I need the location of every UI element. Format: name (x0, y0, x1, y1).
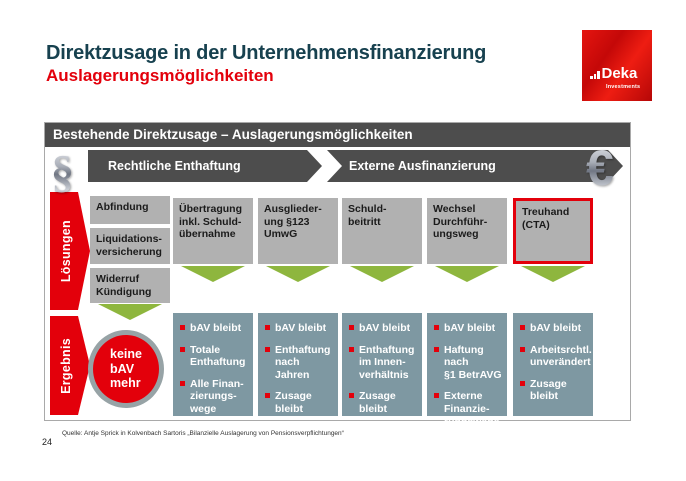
result-item: bAV bleibt (180, 322, 249, 335)
deka-bars-icon (590, 71, 600, 79)
down-arrow-icon (266, 266, 330, 282)
result-box-ausgliederung: bAV bleibt Enthaftung nach Jahren Zusage… (258, 313, 338, 416)
page-subtitle: Auslagerungsmöglichkeiten (46, 66, 274, 85)
result-item: Zusage bleibt (265, 390, 334, 415)
bullet-icon (520, 325, 525, 330)
down-arrow-icon (435, 266, 499, 282)
solution-box-ausgliederung: Ausglieder- ung §123 UmwG (258, 198, 338, 264)
result-item: Externe Finanzie- rungswege (434, 390, 503, 428)
result-item: bAV bleibt (349, 322, 418, 335)
source-note: Quelle: Antje Sprick in Kolvenbach Sarto… (62, 430, 344, 437)
down-arrow-icon (181, 266, 245, 282)
bullet-icon (349, 325, 354, 330)
solution-box-wechsel-durchfuehrungsweg: Wechsel Durchführ- ungsweg (427, 198, 507, 264)
bullet-icon (349, 346, 354, 352)
result-item: Zusage bleibt (349, 390, 418, 415)
diagram-title-bar: Bestehende Direktzusage – Auslagerungsmö… (45, 123, 630, 147)
bullet-icon (349, 393, 354, 399)
bullet-icon (180, 380, 185, 386)
result-item: Enthaftung nach Jahren (265, 344, 334, 382)
page-title: Direktzusage in der Unternehmensfinanzie… (46, 42, 487, 64)
result-box-uebertragung: bAV bleibt Totale Enthaftung Alle Finan-… (173, 313, 253, 416)
result-circle-keine-bav: keine bAV mehr (88, 330, 164, 408)
solution-box-schuldbeitritt: Schuld- beitritt (342, 198, 422, 264)
result-item: bAV bleibt (265, 322, 334, 335)
result-item: Haftung nach §1 BetrAVG (434, 344, 503, 382)
solution-box-widerruf-kuendigung: Widerruf Kündigung (90, 268, 170, 303)
solution-box-uebertragung: Übertragung inkl. Schuld- übernahme (173, 198, 253, 264)
arrow-externe-ausfinanzierung: Externe Ausfinanzierung (327, 150, 623, 182)
diagram-frame: Bestehende Direktzusage – Auslagerungsmö… (44, 122, 631, 428)
bullet-icon (180, 346, 185, 352)
bullet-icon (434, 393, 439, 399)
result-box-treuhand-cta: bAV bleibt Arbeitsrchtl. unverändert Zus… (513, 313, 593, 416)
result-item: Enthaftung im Innen- verhältnis (349, 344, 418, 382)
solution-box-abfindung: Abfindung (90, 196, 170, 224)
euro-icon: € (586, 140, 614, 196)
result-box-wechsel-durchfuehrungsweg: bAV bleibt Haftung nach §1 BetrAVG Exter… (427, 313, 507, 428)
deka-logo: Deka Investments (582, 30, 652, 101)
solution-box-treuhand-cta-highlighted: Treuhand (CTA) (513, 198, 593, 264)
result-item: bAV bleibt (520, 322, 589, 335)
deka-wordmark: Deka (590, 66, 637, 81)
page-number: 24 (42, 437, 53, 447)
bullet-icon (520, 346, 525, 352)
result-item: Zusage bleibt (520, 378, 589, 403)
result-item: bAV bleibt (434, 322, 503, 335)
bullet-icon (434, 346, 439, 352)
result-item: Alle Finan- zierungs- wege (180, 378, 249, 416)
bullet-icon (265, 325, 270, 330)
row-label-ergebnis: Ergebnis (50, 316, 90, 415)
down-arrow-icon (350, 266, 414, 282)
down-arrow-icon (98, 304, 162, 320)
arrow-label: Rechtliche Enthaftung (108, 159, 241, 173)
arrow-label: Externe Ausfinanzierung (349, 159, 496, 173)
down-arrow-icon (521, 266, 585, 282)
result-item: Arbeitsrchtl. unverändert (520, 344, 592, 369)
arrow-rechtliche-enthaftung: Rechtliche Enthaftung (88, 150, 322, 182)
logo-sub-text: Investments (606, 84, 641, 90)
bullet-icon (180, 325, 185, 330)
bullet-icon (265, 346, 270, 352)
logo-brand-text: Deka (601, 65, 638, 82)
bullet-icon (265, 393, 270, 399)
result-item: Totale Enthaftung (180, 344, 249, 369)
row-label-loesungen: Lösungen (50, 192, 90, 310)
section-sign-icon: § (51, 146, 74, 197)
solution-box-liquidationsversicherung: Liquidations- versicherung (90, 228, 170, 264)
bullet-icon (434, 325, 439, 330)
result-box-schuldbeitritt: bAV bleibt Enthaftung im Innen- verhältn… (342, 313, 422, 416)
bullet-icon (520, 380, 525, 386)
